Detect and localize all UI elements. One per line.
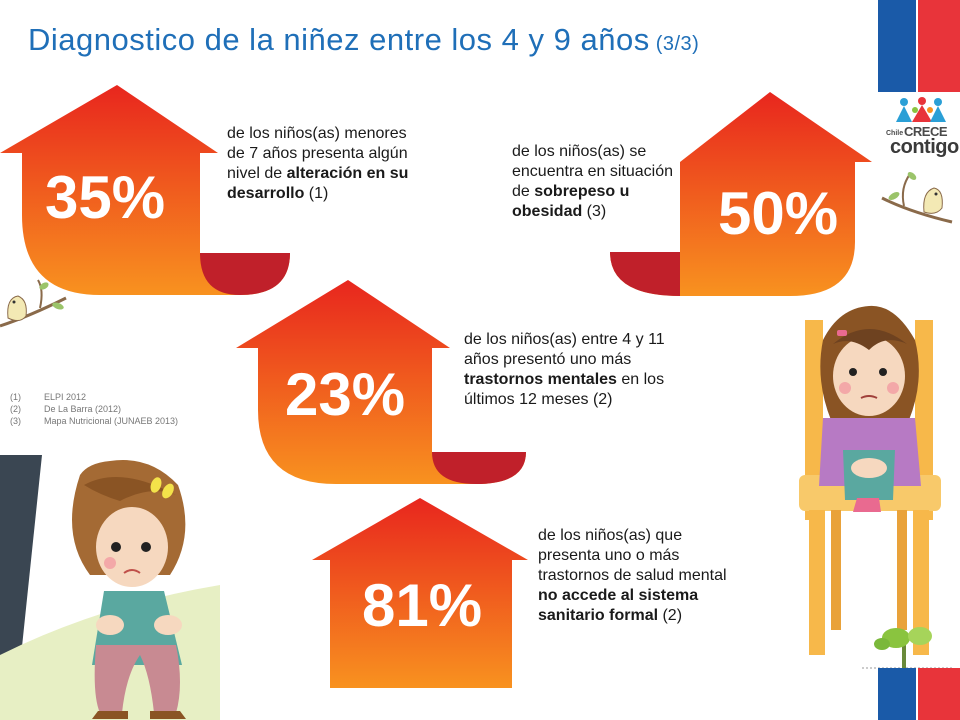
stat-desc-ref: en los últimos 12 meses (2): [464, 371, 665, 408]
stat-desc-text: de los niños(as) se encuentra en situaci…: [512, 143, 673, 200]
bird-on-branch-illustration: [881, 172, 953, 224]
chile-crece-contigo-logo: Chile CRECE contigo: [886, 96, 959, 158]
stat-arrow-23: [236, 280, 526, 484]
flag-strip-top: [878, 0, 960, 92]
bird-on-branch-illustration-left: [0, 279, 67, 328]
stat-value-23: 23%: [285, 361, 406, 428]
title-page-indicator: (3/3): [655, 33, 700, 55]
stat-desc-text: de los niños(as) entre 4 y 11 años prese…: [464, 331, 665, 368]
reference-number: (3): [10, 416, 21, 426]
reference-text: Mapa Nutricional (JUNAEB 2013): [44, 416, 179, 426]
logo-contigo-text: contigo: [890, 136, 959, 158]
title-text: Diagnostico de la niñez entre los 4 y 9 …: [28, 22, 650, 57]
stat-value-35: 35%: [45, 164, 166, 231]
reference-item: (1) ELPI 2012: [10, 391, 178, 403]
stat-description-35: de los niños(as) menores de 7 años prese…: [227, 124, 427, 204]
logo-crece-text: CRECE: [904, 124, 948, 139]
stat-desc-bold: alteración en su desarrollo: [227, 165, 409, 202]
logo-chile-text: Chile: [886, 130, 904, 137]
reference-number: (1): [10, 392, 21, 402]
stat-desc-ref: (3): [582, 203, 607, 220]
stat-description-50: de los niños(as) se encuentra en situaci…: [512, 142, 682, 222]
stat-desc-text: de los niños(as) que presenta uno o más …: [538, 527, 727, 584]
reference-item: (3) Mapa Nutricional (JUNAEB 2013): [10, 415, 178, 427]
stat-desc-bold: no accede al sistema sanitario formal: [538, 587, 699, 624]
slide-title: Diagnostico de la niñez entre los 4 y 9 …: [28, 22, 699, 58]
reference-item: (2) De La Barra (2012): [10, 403, 178, 415]
crouching-girl-illustration: [0, 455, 220, 720]
reference-text: De La Barra (2012): [44, 404, 122, 414]
tree-illustration: [862, 627, 952, 669]
stat-value-81: 81%: [362, 572, 483, 639]
stat-desc-bold: trastornos mentales: [464, 371, 617, 388]
flag-strip-bottom: [878, 668, 960, 720]
stat-desc-ref: (1): [304, 185, 329, 202]
stat-description-23: de los niños(as) entre 4 y 11 años prese…: [464, 330, 678, 410]
stat-desc-text: de los niños(as) menores de 7 años prese…: [227, 125, 408, 182]
stat-arrow-35: [0, 85, 290, 295]
reference-text: ELPI 2012: [44, 392, 87, 402]
references-list: (1) ELPI 2012 (2) De La Barra (2012) (3) Ma…: [10, 391, 178, 427]
stat-arrow-50: [610, 92, 872, 296]
sitting-girl-on-chair-illustration: [799, 305, 941, 655]
stat-desc-ref: (2): [658, 607, 683, 624]
reference-number: (2): [10, 404, 21, 414]
stat-value-50: 50%: [718, 180, 839, 247]
family-figures-icon: [896, 97, 946, 122]
stat-desc-bold: sobrepeso u obesidad: [512, 183, 630, 220]
stat-arrow-81: [312, 498, 528, 688]
stat-description-81: de los niños(as) que presenta uno o más …: [538, 526, 748, 626]
